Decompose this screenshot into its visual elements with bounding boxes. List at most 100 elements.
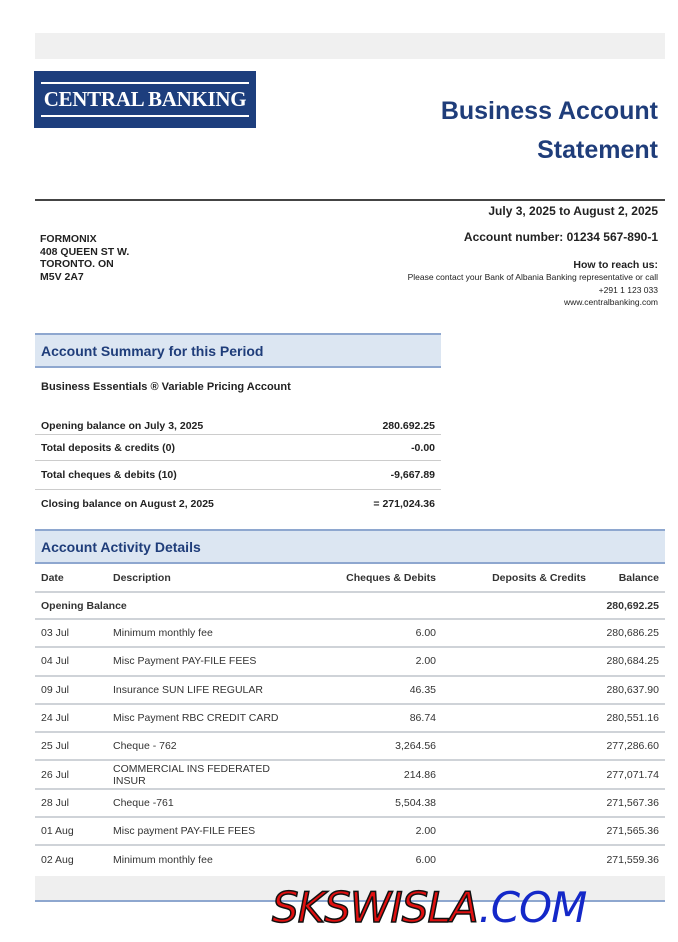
col-balance: Balance xyxy=(592,565,665,593)
cell-credit xyxy=(442,788,592,819)
cell-desc: Misc payment PAY-FILE FEES xyxy=(107,817,307,847)
summary-row-closing: Closing balance on August 2, 2025 = 271,0… xyxy=(35,490,441,518)
table-header: Date Description Cheques & Debits Deposi… xyxy=(35,565,665,593)
watermark: SKSWISLA.COM xyxy=(271,883,587,933)
cell-credit xyxy=(442,817,592,847)
customer-address: FORMONIX 408 QUEEN ST W. TORONTO. ON M5V… xyxy=(40,233,129,283)
table-row: 25 Jul Cheque - 762 3,264.56 277,286.60 xyxy=(35,732,665,762)
account-type: Business Essentials ® Variable Pricing A… xyxy=(41,381,291,393)
opening-label: Opening Balance xyxy=(35,592,592,620)
cell-credit xyxy=(442,845,592,873)
cell-credit xyxy=(442,732,592,762)
title-line-1: Business Account xyxy=(440,97,658,125)
contact-block: How to reach us: Please contact your Ban… xyxy=(408,259,658,309)
cell-balance: 280,686.25 xyxy=(592,619,665,649)
cell-balance: 280,637.90 xyxy=(592,675,665,705)
cell-debit: 86.74 xyxy=(307,703,442,734)
summary-row-opening: Opening balance on July 3, 2025 280.692.2… xyxy=(35,417,441,435)
summary-value: 280.692.25 xyxy=(382,419,435,432)
customer-city: TORONTO. ON xyxy=(40,258,114,270)
summary-label: Closing balance on August 2, 2025 xyxy=(41,498,214,510)
watermark-part-1: SKSWISLA xyxy=(271,883,480,933)
cell-desc: Misc Payment PAY-FILE FEES xyxy=(107,647,307,677)
cell-credit xyxy=(442,647,592,677)
summary-label: Total deposits & credits (0) xyxy=(41,441,175,454)
table-row: 24 Jul Misc Payment RBC CREDIT CARD 86.74 2… xyxy=(35,703,665,734)
cell-credit xyxy=(442,703,592,734)
customer-name: FORMONIX xyxy=(40,233,97,245)
statement-period: July 3, 2025 to August 2, 2025 xyxy=(488,204,658,218)
opening-balance-row: Opening Balance 280,692.25 xyxy=(35,592,665,620)
summary-label: Total cheques & debits (10) xyxy=(41,469,177,481)
cell-debit: 2.00 xyxy=(307,817,442,847)
cell-debit: 5,504.38 xyxy=(307,788,442,819)
cell-debit: 3,264.56 xyxy=(307,732,442,762)
contact-heading: How to reach us: xyxy=(573,259,658,271)
cell-balance: 277,071.74 xyxy=(592,760,665,790)
cell-desc: Minimum monthly fee xyxy=(113,854,213,867)
col-date: Date xyxy=(35,565,107,593)
cell-date: 25 Jul xyxy=(35,732,107,762)
contact-website[interactable]: www.centralbanking.com xyxy=(563,297,658,307)
table-row: 28 Jul Cheque -761 5,504.38 271,567.36 xyxy=(35,788,665,819)
col-credits: Deposits & Credits xyxy=(442,565,592,593)
cell-date: 09 Jul xyxy=(35,675,107,705)
logo-text: CENTRAL BANKING xyxy=(41,82,249,117)
opening-balance: 280,692.25 xyxy=(592,592,665,620)
table-row: 01 Aug Misc payment PAY-FILE FEES 2.00 271,… xyxy=(35,817,665,847)
cell-desc: Misc Payment RBC CREDIT CARD xyxy=(107,703,307,734)
cell-date: 28 Jul xyxy=(35,788,107,819)
cell-desc: COMMERCIAL INS FEDERATED INSUR xyxy=(107,760,307,790)
summary-heading: Account Summary for this Period xyxy=(35,333,441,368)
cell-balance: 271,559.36 xyxy=(606,854,659,867)
activity-table: Date Description Cheques & Debits Deposi… xyxy=(35,565,665,874)
cell-debit: 6.00 xyxy=(415,854,436,867)
table-row: 26 Jul COMMERCIAL INS FEDERATED INSUR 214.… xyxy=(35,760,665,790)
cell-balance: 271,567.36 xyxy=(592,788,665,819)
cell-debit: 46.35 xyxy=(307,675,442,705)
cell-balance: 280,551.16 xyxy=(592,703,665,734)
cell-debit: 6.00 xyxy=(307,619,442,649)
cell-date: 01 Aug xyxy=(35,817,107,847)
top-bar xyxy=(35,33,665,59)
customer-street: 408 QUEEN ST W. xyxy=(40,245,130,258)
customer-postal: M5V 2A7 xyxy=(40,270,84,283)
cell-date: 24 Jul xyxy=(35,703,107,734)
cell-credit xyxy=(442,619,592,649)
watermark-part-2: .COM xyxy=(478,883,587,932)
cell-date: 04 Jul xyxy=(35,647,107,677)
table-row: 09 Jul Insurance SUN LIFE REGULAR 46.35 280… xyxy=(35,675,665,705)
cell-desc: Insurance SUN LIFE REGULAR xyxy=(107,675,307,705)
cell-date: 26 Jul xyxy=(35,760,107,790)
title-line-2: Statement xyxy=(537,136,658,164)
document-title: Business Account Statement xyxy=(441,92,658,170)
account-number: Account number: 01234 567-890-1 xyxy=(463,230,658,244)
summary-row-debits: Total cheques & debits (10) -9,667.89 xyxy=(35,461,441,490)
bottom-bar xyxy=(35,876,665,902)
summary-value: -9,667.89 xyxy=(390,469,435,481)
summary-label: Opening balance on July 3, 2025 xyxy=(41,419,204,432)
cell-desc: Cheque -761 xyxy=(107,788,307,819)
contact-phone: +291 1 123 033 xyxy=(598,284,658,295)
summary-value: = 271,024.36 xyxy=(373,498,435,510)
cell-credit xyxy=(442,675,592,705)
cell-debit: 214.86 xyxy=(307,760,442,790)
table-row: 02 Aug Minimum monthly fee 6.00 271,559.36 xyxy=(35,845,665,873)
table-row: 03 Jul Minimum monthly fee 6.00 280,686.25 xyxy=(35,619,665,649)
bank-logo: CENTRAL BANKING xyxy=(34,71,256,128)
summary-row-deposits: Total deposits & credits (0) -0.00 xyxy=(35,435,441,461)
col-description: Description xyxy=(107,565,307,593)
cell-desc: Cheque - 762 xyxy=(107,732,307,762)
cell-desc: Minimum monthly fee xyxy=(107,619,307,649)
cell-date: 02 Aug xyxy=(41,854,74,867)
cell-balance: 277,286.60 xyxy=(592,732,665,762)
col-debits: Cheques & Debits xyxy=(307,565,442,593)
contact-text: Please contact your Bank of Albania Bank… xyxy=(407,272,658,282)
summary-value: -0.00 xyxy=(411,441,435,454)
cell-balance: 280,684.25 xyxy=(592,647,665,677)
header-divider xyxy=(35,199,665,201)
cell-credit xyxy=(442,760,592,790)
cell-debit: 2.00 xyxy=(307,647,442,677)
cell-balance: 271,565.36 xyxy=(592,817,665,847)
table-row: 04 Jul Misc Payment PAY-FILE FEES 2.00 280,… xyxy=(35,647,665,677)
